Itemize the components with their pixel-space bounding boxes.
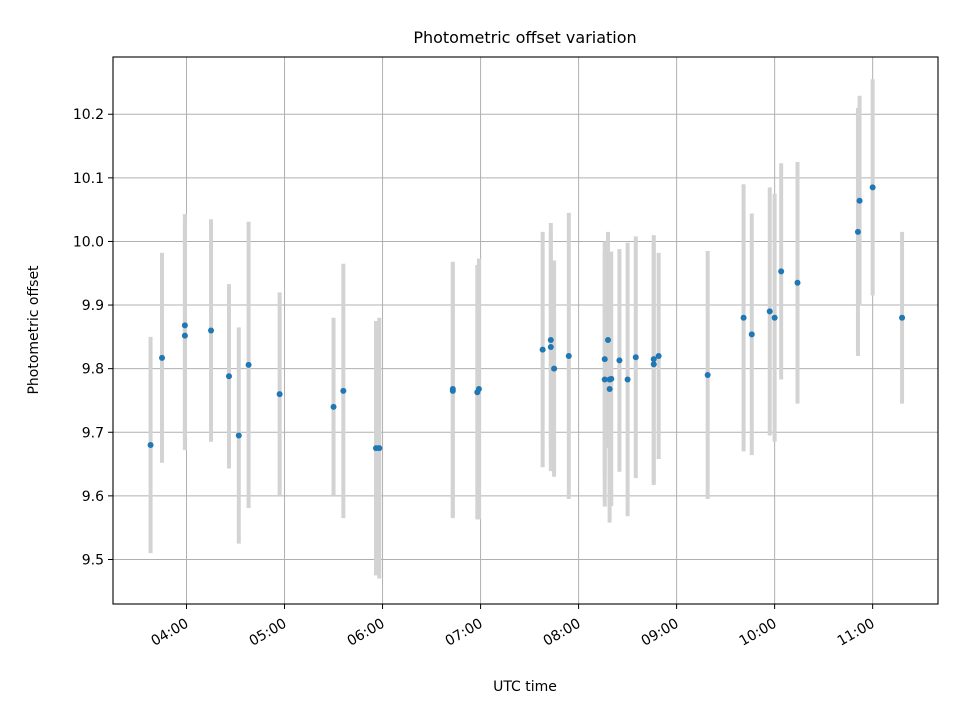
- data-point: [330, 403, 337, 410]
- y-tick-label: 9.9: [82, 298, 104, 314]
- data-point: [340, 387, 347, 394]
- x-tick-label: 07:00: [443, 616, 486, 650]
- data-point: [225, 373, 232, 380]
- data-point: [235, 432, 242, 439]
- data-point: [449, 386, 456, 393]
- data-points: [147, 184, 906, 452]
- x-tick-label: 11:00: [835, 616, 878, 650]
- data-point: [565, 352, 572, 359]
- data-point: [276, 391, 283, 398]
- data-point: [376, 445, 383, 452]
- data-point: [778, 268, 785, 275]
- data-point: [616, 357, 623, 364]
- y-tick-label: 9.5: [82, 552, 104, 568]
- data-point: [794, 279, 801, 286]
- x-tick-label: 09:00: [639, 616, 682, 650]
- data-point: [551, 365, 558, 372]
- y-axis-label: Photometric offset: [26, 265, 42, 395]
- data-point: [650, 356, 657, 363]
- error-bars: [148, 79, 905, 579]
- data-point: [605, 337, 611, 344]
- data-point: [539, 346, 546, 353]
- x-tick-label: 04:00: [149, 616, 192, 650]
- y-tick-label: 9.8: [82, 362, 104, 378]
- data-point: [869, 184, 876, 191]
- data-point: [475, 386, 482, 393]
- data-point: [208, 327, 215, 334]
- data-point: [601, 356, 608, 363]
- data-point: [899, 314, 906, 321]
- data-point: [624, 376, 631, 383]
- x-axis-label: UTC time: [493, 679, 557, 695]
- y-tick-label: 9.7: [82, 425, 104, 441]
- y-tick-label: 9.6: [82, 489, 104, 505]
- data-point: [147, 441, 154, 448]
- data-point: [650, 361, 657, 368]
- grid-lines: [113, 57, 938, 604]
- x-tick-label: 06:00: [345, 616, 388, 650]
- y-tick-label: 10.1: [73, 171, 104, 187]
- data-point: [856, 197, 863, 204]
- data-point: [601, 376, 608, 383]
- y-tick-label: 10.0: [73, 234, 104, 250]
- data-point: [181, 332, 188, 339]
- data-point: [854, 228, 861, 235]
- x-tick-label: 05:00: [247, 616, 290, 650]
- data-point: [704, 372, 711, 379]
- data-point: [245, 361, 252, 368]
- data-point: [632, 354, 639, 361]
- x-axis-ticks: 04:00 05:00 06:00 07:00 08:00 09:00 10:00 11:00: [149, 604, 878, 650]
- y-tick-label: 10.2: [73, 107, 104, 123]
- data-point: [608, 375, 615, 382]
- x-tick-label: 08:00: [541, 616, 584, 650]
- plot-frame: [112, 56, 939, 605]
- data-point: [771, 314, 778, 321]
- data-point: [748, 331, 755, 338]
- x-tick-label: 10:00: [737, 616, 780, 650]
- data-point: [655, 352, 662, 359]
- data-point: [606, 386, 613, 393]
- data-point: [181, 322, 188, 329]
- data-point: [159, 354, 166, 361]
- data-point: [547, 344, 554, 351]
- chart-title: Photometric offset variation: [413, 28, 636, 47]
- y-axis-ticks: 9.5 9.6 9.7 9.8 9.9 10.0 10.1 10.2: [73, 107, 113, 568]
- data-point: [740, 314, 747, 321]
- data-point: [766, 308, 773, 315]
- data-point: [547, 337, 554, 344]
